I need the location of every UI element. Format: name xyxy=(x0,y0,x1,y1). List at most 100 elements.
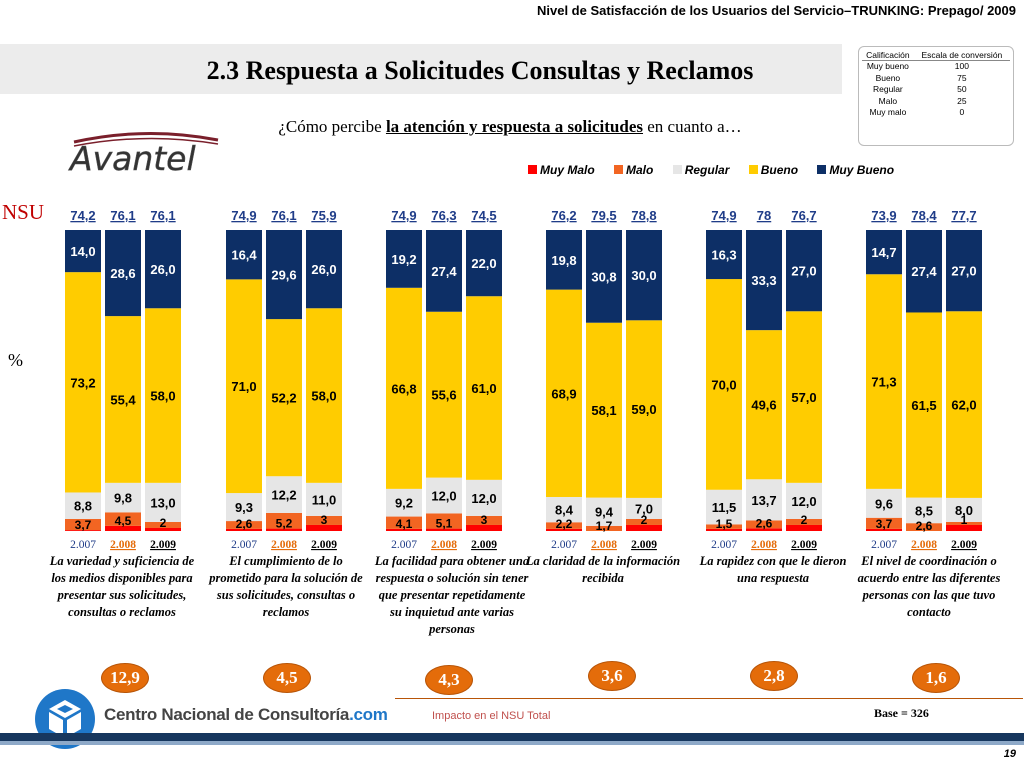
data-label: 8,0 xyxy=(955,503,973,518)
year-label: 2.007 xyxy=(231,539,257,551)
impact-badge: 4,3 xyxy=(425,665,473,695)
segment-muy-bueno xyxy=(306,230,342,309)
data-label: 49,6 xyxy=(751,398,776,413)
nsu-value: 74,9 xyxy=(391,208,416,223)
base-label: Base = 326 xyxy=(874,706,929,720)
data-label: 33,3 xyxy=(751,273,776,288)
category-label: La variedad y suficiencia de los medios … xyxy=(49,554,195,619)
legend-label: Malo xyxy=(626,163,654,177)
scale-rating: Malo xyxy=(878,95,898,106)
data-label: 5,2 xyxy=(276,517,293,531)
segment-malo xyxy=(626,518,662,525)
impact-badge: 3,6 xyxy=(588,661,636,691)
year-label: 2.007 xyxy=(551,539,577,551)
segment-bueno xyxy=(546,289,582,497)
segment-muy-malo xyxy=(145,527,181,531)
year-label: 2.008 xyxy=(751,539,777,551)
year-label: 2.009 xyxy=(471,539,497,551)
data-label: 16,3 xyxy=(711,248,736,263)
year-label: 2.008 xyxy=(110,539,136,551)
scale-rating: Muy malo xyxy=(869,107,907,117)
data-label: 12,0 xyxy=(431,489,456,504)
year-label: 2.007 xyxy=(711,539,737,551)
nsu-value: 74,5 xyxy=(471,208,496,223)
segment-malo xyxy=(386,516,422,529)
nsu-value: 76,1 xyxy=(271,208,296,223)
data-label: 3,7 xyxy=(876,517,893,531)
data-label: 26,0 xyxy=(311,262,336,277)
segment-malo xyxy=(145,521,181,528)
legend-label: Regular xyxy=(684,163,730,177)
data-label: 2 xyxy=(641,513,648,527)
segment-muy-bueno xyxy=(786,230,822,312)
data-label: 73,2 xyxy=(70,375,95,390)
data-label: 62,0 xyxy=(951,398,976,413)
segment-muy-malo xyxy=(706,528,742,531)
segment-muy-malo xyxy=(226,528,262,531)
data-label: 2 xyxy=(160,516,167,530)
segment-muy-bueno xyxy=(65,230,101,273)
segment-malo xyxy=(65,518,101,531)
data-label: 22,0 xyxy=(471,256,496,271)
segment-bueno xyxy=(746,330,782,480)
category-label: El cumplimiento de lo prometido para la … xyxy=(209,554,363,619)
segment-muy-malo xyxy=(386,528,422,531)
data-label: 4,5 xyxy=(115,514,132,528)
survey-question: ¿Cómo percibe la atención y respuesta a … xyxy=(250,116,770,137)
segment-bueno xyxy=(426,311,462,478)
nsu-value: 79,5 xyxy=(591,208,616,223)
stacked-bar-chart: 14,0 73,2 8,8 3,7 74,2 2.007 28,6 55,4 9,8 4,5 76,… xyxy=(65,208,982,551)
data-label: 7,0 xyxy=(635,501,653,516)
nsu-value: 78,8 xyxy=(631,208,656,223)
impact-badge: 1,6 xyxy=(912,663,960,693)
legend-item-regular: Regular xyxy=(672,163,730,177)
nsu-value: 77,7 xyxy=(951,208,976,223)
segment-muy-bueno xyxy=(906,230,942,313)
scale-value: 75 xyxy=(957,72,967,83)
question-prefix: ¿Cómo percibe xyxy=(278,117,386,136)
data-label: 58,0 xyxy=(311,389,336,404)
nsu-value: 76,1 xyxy=(110,208,135,223)
page-number: 19 xyxy=(1003,748,1016,760)
segment-muy-bueno xyxy=(586,230,622,323)
scale-value: 100 xyxy=(954,61,969,71)
segment-bueno xyxy=(626,320,662,498)
segment-bueno xyxy=(145,308,181,483)
segment-malo xyxy=(546,522,582,529)
company-name-main: Centro Nacional de Consultoría xyxy=(104,705,350,724)
data-label: 12,0 xyxy=(791,494,816,509)
segment-malo xyxy=(266,512,302,529)
scale-rating: Bueno xyxy=(875,72,901,83)
svg-text:Avantel: Avantel xyxy=(68,139,196,174)
data-label: 3 xyxy=(321,513,328,527)
segment-muy-bueno xyxy=(626,230,662,321)
impact-label: Impacto en el NSU Total xyxy=(432,710,551,722)
segment-regular xyxy=(105,482,141,513)
year-label: 2.008 xyxy=(271,539,297,551)
data-label: 61,5 xyxy=(911,398,936,413)
segment-muy-bueno xyxy=(426,230,462,312)
data-label: 1 xyxy=(961,513,968,527)
scale-rating: Muy bueno xyxy=(866,61,909,71)
segment-malo xyxy=(586,525,622,531)
segment-malo xyxy=(746,520,782,529)
segment-muy-bueno xyxy=(466,230,502,297)
data-label: 57,0 xyxy=(791,390,816,405)
segment-regular xyxy=(786,482,822,519)
scale-header-rating: Calificación xyxy=(862,50,914,61)
nsu-value: 78 xyxy=(757,208,771,223)
data-label: 55,4 xyxy=(110,393,136,408)
data-label: 9,4 xyxy=(595,505,614,520)
title-band xyxy=(0,44,842,94)
year-label: 2.008 xyxy=(431,539,457,551)
segment-bueno xyxy=(466,296,502,480)
avantel-logo: Avantel xyxy=(68,131,219,174)
slide-header-title: Nivel de Satisfacción de los Usuarios de… xyxy=(537,3,1016,18)
segment-muy-bueno xyxy=(145,230,181,309)
segment-regular xyxy=(586,497,622,526)
segment-malo xyxy=(866,517,902,529)
nsu-label: NSU xyxy=(2,200,45,224)
segment-muy-bueno xyxy=(266,230,302,320)
nsu-value: 74,2 xyxy=(70,208,95,223)
legend-item-malo: Malo xyxy=(614,163,653,177)
